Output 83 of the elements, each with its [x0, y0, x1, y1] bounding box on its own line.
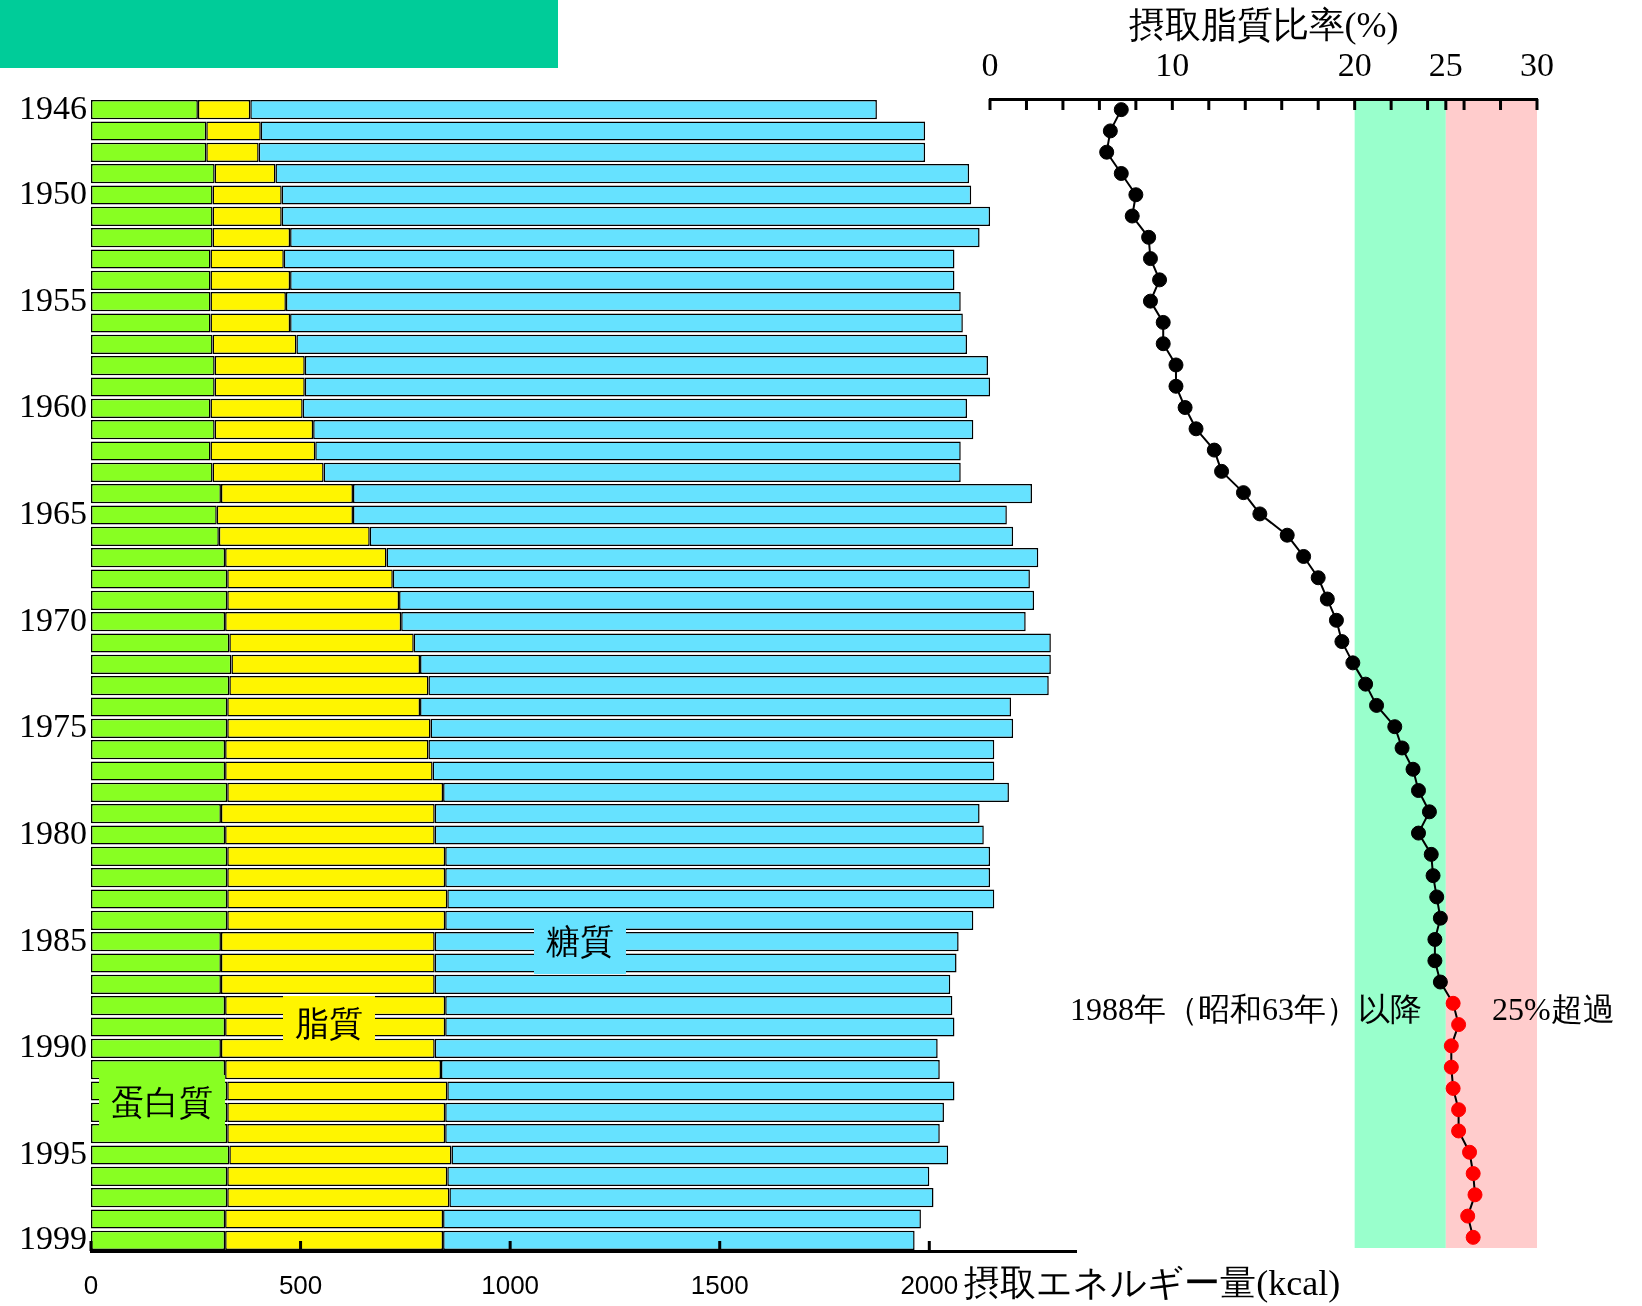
point	[1410, 783, 1426, 799]
x-tick-label: 2000	[900, 1269, 959, 1300]
y-tick-label: 1980	[19, 813, 87, 851]
point	[1443, 1059, 1459, 1075]
y-tick-label: 1990	[19, 1027, 87, 1065]
x-axis-title: 摂取脂質比率(%)	[1128, 5, 1399, 46]
point	[1252, 506, 1268, 522]
series-label: 蛋白質	[111, 1083, 213, 1122]
point	[1462, 1144, 1478, 1160]
x-tick-label: 10	[1155, 45, 1190, 83]
point	[1427, 931, 1443, 947]
x-tick-label: 30	[1520, 45, 1554, 83]
point	[1188, 421, 1204, 437]
annotation: 1988年（昭和63年）以降	[1070, 990, 1422, 1027]
point	[1206, 442, 1222, 458]
point	[1465, 1229, 1481, 1245]
y-tick-label: 1999	[19, 1219, 87, 1257]
point	[1423, 846, 1439, 862]
point	[1421, 804, 1437, 820]
point	[1429, 889, 1445, 905]
point	[1387, 719, 1403, 735]
y-tick-label: 1950	[19, 173, 87, 211]
point	[1214, 463, 1230, 479]
y-tick-label: 1995	[19, 1133, 87, 1171]
point	[1155, 336, 1171, 352]
point	[1168, 378, 1184, 394]
point	[1177, 400, 1193, 416]
x-tick-label: 20	[1337, 45, 1372, 83]
point	[1279, 527, 1295, 543]
point	[1296, 548, 1312, 564]
point	[1410, 825, 1426, 841]
point	[1319, 591, 1335, 607]
point	[1124, 208, 1140, 224]
point	[1141, 229, 1157, 245]
y-tick-label: 1946	[19, 88, 87, 126]
y-tick-label: 1975	[19, 707, 87, 745]
y-tick-label: 1985	[19, 920, 87, 958]
point	[1235, 485, 1251, 501]
point	[1425, 868, 1441, 884]
point	[1328, 612, 1344, 628]
point	[1099, 144, 1115, 160]
point	[1432, 974, 1448, 990]
y-tick-label: 1970	[19, 600, 87, 638]
annotation: 25%超過	[1492, 990, 1615, 1027]
y-tick-label: 1955	[19, 280, 87, 318]
x-tick-label: 0	[83, 1269, 99, 1300]
point	[1310, 570, 1326, 586]
y-tick-label: 1965	[19, 493, 87, 531]
x-tick-label: 25	[1428, 45, 1463, 83]
point	[1460, 1208, 1476, 1224]
point	[1465, 1166, 1481, 1182]
point	[1102, 123, 1118, 139]
point	[1427, 953, 1443, 969]
y-tick-label: 1960	[19, 387, 87, 425]
point	[1443, 1038, 1459, 1054]
point	[1394, 740, 1410, 756]
x-axis-title: 摂取エネルギー量(kcal)	[964, 1263, 1341, 1304]
point	[1358, 676, 1374, 692]
point	[1152, 272, 1168, 288]
point	[1451, 1123, 1467, 1139]
point	[1345, 655, 1361, 671]
point	[1142, 251, 1158, 267]
point	[1432, 910, 1448, 926]
x-tick-label: 500	[278, 1269, 323, 1300]
point	[1142, 293, 1158, 309]
point	[1113, 165, 1129, 181]
point	[1445, 1080, 1461, 1096]
point	[1369, 697, 1385, 713]
point	[1451, 1017, 1467, 1033]
point	[1445, 995, 1461, 1011]
series-label: 脂質	[295, 1004, 363, 1043]
point	[1155, 314, 1171, 330]
point	[1405, 761, 1421, 777]
x-tick-label: 1000	[481, 1269, 540, 1300]
point	[1334, 634, 1350, 650]
point	[1128, 187, 1144, 203]
point	[1451, 1102, 1467, 1118]
point	[1113, 102, 1129, 118]
x-tick-label: 1500	[690, 1269, 749, 1300]
point	[1467, 1187, 1483, 1203]
series-label: 糖質	[546, 922, 614, 961]
point	[1168, 357, 1184, 373]
x-tick-label: 0	[981, 45, 999, 83]
